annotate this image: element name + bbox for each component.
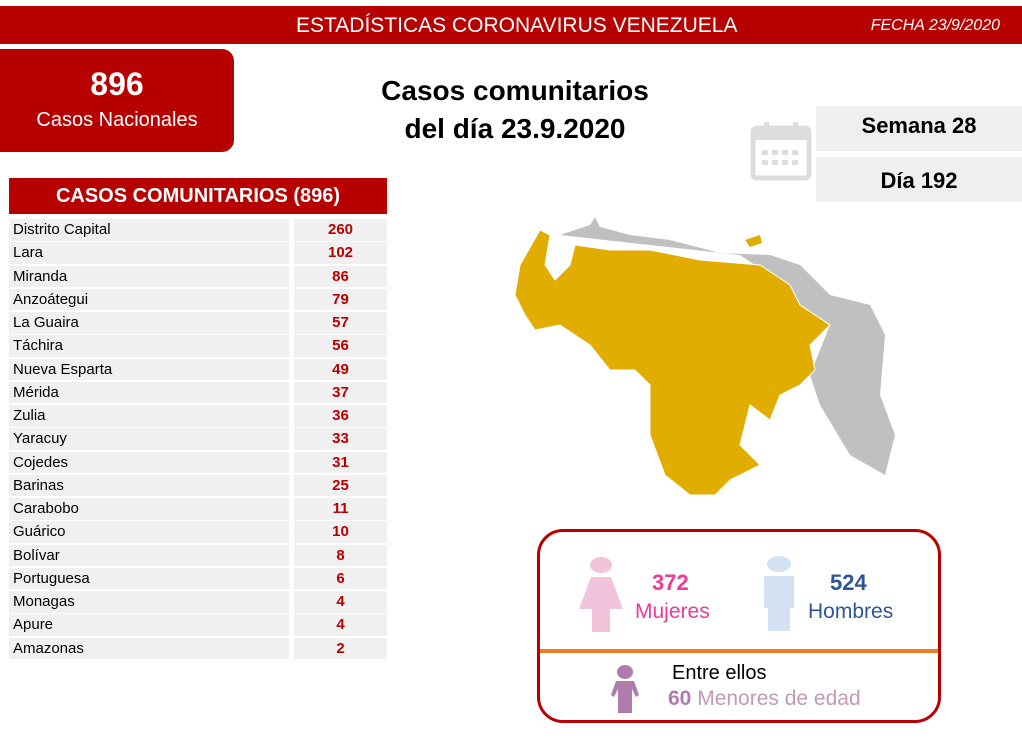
map-unaffected-region [560, 217, 895, 475]
case-count: 11 [294, 498, 387, 520]
title-line2: del día 23.9.2020 [404, 113, 626, 144]
national-count: 896 [90, 66, 144, 102]
state-name: Carabobo [9, 498, 289, 520]
table-row: Anzoátegui 79 [9, 288, 387, 311]
state-name: Portuguesa [9, 567, 289, 590]
state-name: Monagas [9, 591, 289, 613]
table-row: Miranda 86 [9, 265, 387, 287]
state-name: Miranda [9, 265, 289, 287]
state-name: Lara [9, 242, 289, 264]
table-row: Amazonas 2 [9, 637, 387, 659]
venezuela-map [514, 217, 895, 496]
woman-icon [579, 557, 623, 632]
table-row: Lara 102 [9, 242, 387, 264]
table-row: Guárico 10 [9, 521, 387, 543]
man-icon [764, 556, 794, 631]
week-box: Semana 28 [816, 106, 1022, 151]
map-affected-region [514, 229, 831, 496]
case-count: 4 [294, 591, 387, 613]
case-count: 56 [294, 335, 387, 357]
national-cases-card: 896 Casos Nacionales [0, 49, 234, 152]
header-bar: ESTADÍSTICAS CORONAVIRUS VENEZUELA FECHA… [0, 6, 1022, 44]
case-count: 6 [294, 567, 387, 590]
header-title: ESTADÍSTICAS CORONAVIRUS VENEZUELA [296, 14, 738, 37]
table-row: Yaracuy 33 [9, 428, 387, 450]
page-title: Casos comunitarios del día 23.9.2020 [350, 72, 680, 148]
case-count: 4 [294, 614, 387, 636]
minors-line: 60 Menores de edad [668, 687, 861, 711]
case-count: 57 [294, 312, 387, 334]
case-count: 33 [294, 428, 387, 450]
among-label: Entre ellos [672, 662, 767, 684]
table-row: Barinas 25 [9, 474, 387, 497]
state-name: Yaracuy [9, 428, 289, 450]
state-name: Apure [9, 614, 289, 636]
state-name: Anzoátegui [9, 288, 289, 311]
state-name: Amazonas [9, 637, 289, 659]
table-row: Mérida 37 [9, 381, 387, 404]
table-row: Apure 4 [9, 614, 387, 636]
cases-table: Distrito Capital 260 Lara 102 Miranda 86 Anzoá… [9, 219, 387, 661]
women-count: 372 [652, 570, 689, 595]
table-row: Monagas 4 [9, 591, 387, 613]
case-count: 79 [294, 288, 387, 311]
table-row: La Guaira 57 [9, 312, 387, 334]
minors-label: Menores de edad [697, 687, 861, 710]
state-name: Zulia [9, 405, 289, 427]
state-name: Guárico [9, 521, 289, 543]
men-label: Hombres [808, 600, 894, 623]
case-count: 36 [294, 405, 387, 427]
gender-breakdown-card: 372 Mujeres 524 Hombres Entre ellos 60 M… [537, 529, 941, 723]
table-row: Bolívar 8 [9, 544, 387, 566]
state-name: Distrito Capital [9, 219, 289, 241]
minors-count: 60 [668, 687, 692, 710]
national-label: Casos Nacionales [36, 109, 198, 131]
state-name: Barinas [9, 474, 289, 497]
table-row: Nueva Esparta 49 [9, 358, 387, 380]
table-row: Carabobo 11 [9, 498, 387, 520]
day-box: Día 192 [816, 157, 1022, 202]
case-count: 260 [294, 219, 387, 241]
state-name: Cojedes [9, 451, 289, 473]
state-name: Nueva Esparta [9, 358, 289, 380]
women-label: Mujeres [635, 600, 710, 623]
table-title: CASOS COMUNITARIOS (896) [9, 178, 387, 214]
child-icon [611, 665, 639, 713]
header-date: FECHA 23/9/2020 [870, 17, 1000, 34]
case-count: 37 [294, 381, 387, 404]
state-name: Mérida [9, 381, 289, 404]
case-count: 49 [294, 358, 387, 380]
case-count: 31 [294, 451, 387, 473]
case-count: 86 [294, 265, 387, 287]
case-count: 2 [294, 637, 387, 659]
table-row: Táchira 56 [9, 335, 387, 357]
state-name: La Guaira [9, 312, 289, 334]
calendar-icon [750, 122, 812, 181]
case-count: 25 [294, 474, 387, 497]
table-row: Cojedes 31 [9, 451, 387, 473]
men-count: 524 [830, 570, 867, 595]
state-name: Táchira [9, 335, 289, 357]
case-count: 10 [294, 521, 387, 543]
case-count: 102 [294, 242, 387, 264]
table-row: Portuguesa 6 [9, 567, 387, 590]
table-row: Distrito Capital 260 [9, 219, 387, 241]
case-count: 8 [294, 544, 387, 566]
divider [540, 649, 938, 653]
table-row: Zulia 36 [9, 405, 387, 427]
state-name: Bolívar [9, 544, 289, 566]
title-line1: Casos comunitarios [381, 75, 649, 106]
